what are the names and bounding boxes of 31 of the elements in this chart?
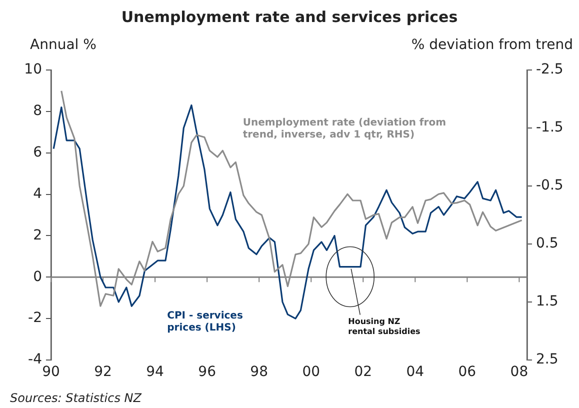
y-tick-label: 10 xyxy=(24,62,42,78)
text: Unemployment rate (deviation from trend, inverse, adv 1 qtr, RHS) xyxy=(242,117,446,140)
y-tick-label: -4 xyxy=(28,352,42,368)
annotation: Housing NZ rental subsidies xyxy=(348,316,421,336)
y2-axis-title: % deviation from trend xyxy=(411,37,573,53)
x-tick-label: 92 xyxy=(94,364,112,380)
y-tick-label: 4 xyxy=(33,186,42,202)
y-tick-label: 6 xyxy=(33,144,42,160)
y2-tick-label: 2.5 xyxy=(536,352,558,368)
x-tick-label: 06 xyxy=(458,364,476,380)
y-tick-label: -2 xyxy=(28,310,42,326)
text: CPI - services prices (LHS) xyxy=(167,310,243,334)
y2-tick-label: -0.5 xyxy=(536,178,564,194)
y2-tick-label: 1.5 xyxy=(536,294,558,310)
y-tick-label: 2 xyxy=(33,227,42,244)
y2-tick-label: -1.5 xyxy=(536,120,564,136)
source-note: Sources: Statistics NZ xyxy=(10,391,142,405)
x-tick-label: 04 xyxy=(406,364,424,380)
x-tick-label: 08 xyxy=(510,364,528,380)
y-axis-title: Annual % xyxy=(30,37,96,53)
x-tick-label: 96 xyxy=(198,364,216,380)
x-tick-label: 94 xyxy=(146,364,164,380)
x-tick-label: 98 xyxy=(250,364,268,380)
x-tick-label: 00 xyxy=(302,364,320,380)
y-tick-label: 0 xyxy=(33,268,42,285)
y2-tick-label: -2.5 xyxy=(536,62,564,78)
x-tick-label: 90 xyxy=(42,364,60,380)
chart-title: Unemployment rate and services prices xyxy=(120,8,459,26)
x-tick-label: 02 xyxy=(354,364,372,380)
y-tick-label: 8 xyxy=(33,103,42,120)
y2-tick-label: 0.5 xyxy=(536,236,558,252)
